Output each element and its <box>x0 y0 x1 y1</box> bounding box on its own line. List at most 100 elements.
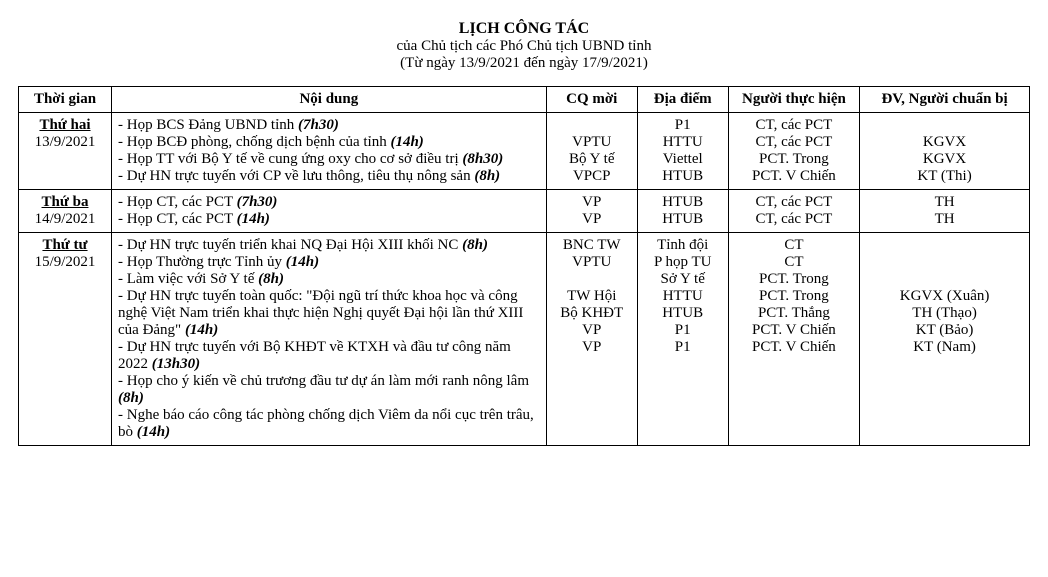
cell-nguoi: CT, các PCTCT, các PCTPCT. TrongPCT. V C… <box>728 113 859 190</box>
table-row: Thứ tư15/9/2021 - Dự HN trực tuyến triển … <box>19 233 1030 446</box>
content-item: - Họp TT với Bộ Y tế về cung ứng oxy cho… <box>118 151 540 168</box>
diadiem-value: HTTU <box>644 288 722 305</box>
content-item-text: - Họp CT, các PCT <box>118 211 237 227</box>
dv-value: KGVX <box>866 151 1023 168</box>
dv-value <box>866 117 1023 134</box>
col-header-content: Nội dung <box>112 87 547 113</box>
cqmoi-value: VPTU <box>553 134 631 151</box>
dv-value: KT (Thi) <box>866 168 1023 185</box>
content-item: - Họp CT, các PCT (14h) <box>118 211 540 228</box>
cqmoi-value: VPCP <box>553 168 631 185</box>
content-item-time: (14h) <box>185 322 218 338</box>
col-header-time: Thời gian <box>19 87 112 113</box>
content-item: - Họp CT, các PCT (7h30) <box>118 194 540 211</box>
cell-content: - Dự HN trực tuyến triển khai NQ Đại Hội… <box>112 233 547 446</box>
nguoi-value: CT <box>735 254 853 271</box>
content-item-time: (8h) <box>258 271 284 287</box>
cqmoi-value: VP <box>553 339 631 356</box>
content-item: - Dự HN trực tuyến triển khai NQ Đại Hội… <box>118 237 540 254</box>
col-header-nguoi: Người thực hiện <box>728 87 859 113</box>
cell-content: - Họp BCS Đảng UBND tỉnh (7h30)- Họp BCĐ… <box>112 113 547 190</box>
cell-dv: KGVX (Xuân)TH (Thạo)KT (Bảo)KT (Nam) <box>860 233 1030 446</box>
cqmoi-value: VP <box>553 211 631 228</box>
dv-value: KGVX (Xuân) <box>866 288 1023 305</box>
content-item: - Dự HN trực tuyến với CP về lưu thông, … <box>118 168 540 185</box>
col-header-diadiem: Địa điểm <box>637 87 728 113</box>
cell-diadiem: HTUBHTUB <box>637 190 728 233</box>
nguoi-value: PCT. Trong <box>735 288 853 305</box>
cell-dv: KGVXKGVXKT (Thi) <box>860 113 1030 190</box>
title-sub2: (Từ ngày 13/9/2021 đến ngày 17/9/2021) <box>18 55 1030 72</box>
nguoi-value: CT, các PCT <box>735 117 853 134</box>
content-item: - Nghe báo cáo công tác phòng chống dịch… <box>118 407 540 441</box>
dv-value <box>866 254 1023 271</box>
content-item: - Họp BCS Đảng UBND tỉnh (7h30) <box>118 117 540 134</box>
diadiem-value: HTUB <box>644 211 722 228</box>
content-item-time: (14h) <box>286 254 319 270</box>
dv-value: KGVX <box>866 134 1023 151</box>
content-item: - Dự HN trực tuyến với Bộ KHĐT về KTXH v… <box>118 339 540 373</box>
content-item-text: - Dự HN trực tuyến toàn quốc: "Đội ngũ t… <box>118 288 523 338</box>
day-date: 15/9/2021 <box>25 254 105 271</box>
day-name: Thứ tư <box>25 237 105 254</box>
day-date: 13/9/2021 <box>25 134 105 151</box>
nguoi-value: PCT. V Chiến <box>735 322 853 339</box>
cell-cqmoi: BNC TWVPTU TW HộiBộ KHĐTVPVP <box>546 233 637 446</box>
col-header-cqmoi: CQ mời <box>546 87 637 113</box>
cell-nguoi: CT, các PCTCT, các PCT <box>728 190 859 233</box>
diadiem-value: P họp TU <box>644 254 722 271</box>
content-item-text: - Họp BCĐ phòng, chống dịch bệnh của tỉn… <box>118 134 390 150</box>
cqmoi-value: Bộ Y tế <box>553 151 631 168</box>
diadiem-value: HTUB <box>644 305 722 322</box>
content-item-time: (14h) <box>237 211 270 227</box>
cqmoi-value: VPTU <box>553 254 631 271</box>
diadiem-value: P1 <box>644 117 722 134</box>
content-item: - Họp Thường trực Tỉnh ủy (14h) <box>118 254 540 271</box>
cell-content: - Họp CT, các PCT (7h30)- Họp CT, các PC… <box>112 190 547 233</box>
diadiem-value: P1 <box>644 339 722 356</box>
content-item: - Dự HN trực tuyến toàn quốc: "Đội ngũ t… <box>118 288 540 339</box>
cqmoi-value: BNC TW <box>553 237 631 254</box>
diadiem-value: HTUB <box>644 194 722 211</box>
content-item-text: - Họp CT, các PCT <box>118 194 237 210</box>
dv-value: KT (Bảo) <box>866 322 1023 339</box>
dv-value: TH <box>866 211 1023 228</box>
cqmoi-value <box>553 117 631 134</box>
content-item-time: (8h) <box>462 237 488 253</box>
day-date: 14/9/2021 <box>25 211 105 228</box>
nguoi-value: PCT. V Chiến <box>735 339 853 356</box>
content-item: - Họp BCĐ phòng, chống dịch bệnh của tỉn… <box>118 134 540 151</box>
content-item-text: - Họp TT với Bộ Y tế về cung ứng oxy cho… <box>118 151 462 167</box>
content-item-text: - Họp BCS Đảng UBND tỉnh <box>118 117 298 133</box>
table-header-row: Thời gian Nội dung CQ mời Địa điểm Người… <box>19 87 1030 113</box>
cell-diadiem: Tỉnh độiP họp TUSở Y tếHTTUHTUBP1P1 <box>637 233 728 446</box>
diadiem-value: Viettel <box>644 151 722 168</box>
cqmoi-value: VP <box>553 322 631 339</box>
cqmoi-value <box>553 271 631 288</box>
content-item-time: (14h) <box>390 134 423 150</box>
content-item-text: - Dự HN trực tuyến với CP về lưu thông, … <box>118 168 474 184</box>
table-row: Thứ hai13/9/2021- Họp BCS Đảng UBND tỉnh… <box>19 113 1030 190</box>
nguoi-value: PCT. Trong <box>735 271 853 288</box>
content-item-text: - Làm việc với Sở Y tế <box>118 271 258 287</box>
cell-cqmoi: VPTUBộ Y tếVPCP <box>546 113 637 190</box>
table-row: Thứ ba14/9/2021- Họp CT, các PCT (7h30)-… <box>19 190 1030 233</box>
content-item-text: - Dự HN trực tuyến triển khai NQ Đại Hội… <box>118 237 462 253</box>
content-item-text: - Họp cho ý kiến về chủ trương đầu tư dự… <box>118 373 529 389</box>
nguoi-value: CT, các PCT <box>735 194 853 211</box>
dv-value <box>866 271 1023 288</box>
cqmoi-value: TW Hội <box>553 288 631 305</box>
dv-value: TH <box>866 194 1023 211</box>
content-item-time: (13h30) <box>152 356 200 372</box>
content-item-time: (7h30) <box>298 117 339 133</box>
diadiem-value: HTTU <box>644 134 722 151</box>
cqmoi-value: VP <box>553 194 631 211</box>
schedule-table: Thời gian Nội dung CQ mời Địa điểm Người… <box>18 86 1030 446</box>
dv-value: TH (Thạo) <box>866 305 1023 322</box>
content-item-time: (8h) <box>474 168 500 184</box>
diadiem-value: Sở Y tế <box>644 271 722 288</box>
nguoi-value: CT <box>735 237 853 254</box>
diadiem-value: Tỉnh đội <box>644 237 722 254</box>
content-item-text: - Họp Thường trực Tỉnh ủy <box>118 254 286 270</box>
content-item-time: (8h) <box>118 390 144 406</box>
